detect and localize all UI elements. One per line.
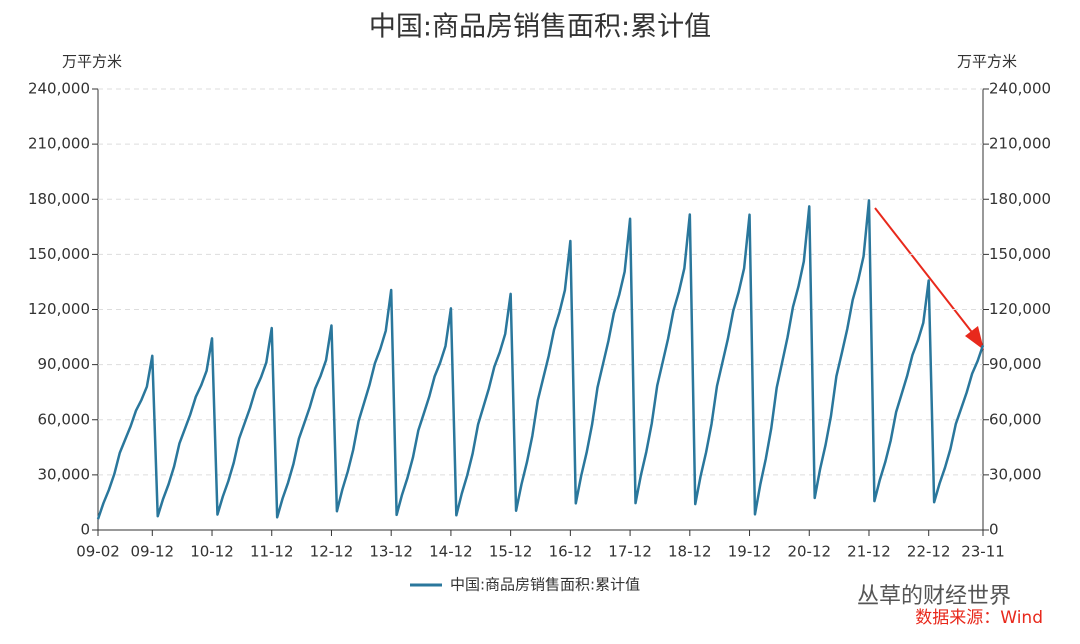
y2-tick-label: 150,000 (989, 245, 1051, 263)
chart-title: 中国:商品房销售面积:累计值 (369, 12, 711, 43)
x-tick-label: 12-12 (310, 543, 354, 561)
y-tick-label: 0 (80, 521, 90, 539)
y2-tick-label: 90,000 (989, 355, 1042, 373)
x-tick-label: 15-12 (489, 543, 533, 561)
x-tick-label: 20-12 (787, 543, 831, 561)
x-tick-label: 19-12 (728, 543, 772, 561)
y-tick-label: 210,000 (28, 135, 90, 153)
y-tick-label: 120,000 (28, 300, 90, 318)
y-tick-label: 30,000 (38, 465, 91, 483)
y2-tick-label: 30,000 (989, 465, 1042, 483)
y-axis-label: 万平方米 (62, 53, 122, 71)
x-tick-label: 17-12 (608, 543, 652, 561)
y2-tick-label: 180,000 (989, 190, 1051, 208)
y2-tick-label: 210,000 (989, 135, 1051, 153)
y-tick-label: 150,000 (28, 245, 90, 263)
legend-label: 中国:商品房销售面积:累计值 (450, 576, 640, 594)
y2-tick-label: 0 (989, 521, 999, 539)
y-tick-label: 60,000 (38, 410, 91, 428)
x-tick-label: 09-12 (130, 543, 174, 561)
x-tick-label: 14-12 (429, 543, 473, 561)
source: 数据来源：Wind (915, 608, 1043, 628)
x-tick-label: 16-12 (549, 543, 593, 561)
y2-tick-label: 120,000 (989, 300, 1051, 318)
series-line (96, 199, 985, 520)
x-tick-label: 09-02 (76, 543, 120, 561)
x-tick-label: 18-12 (668, 543, 712, 561)
y-tick-label: 90,000 (38, 355, 91, 373)
y2-axis-label: 万平方米 (957, 53, 1017, 71)
y2-tick-label: 60,000 (989, 410, 1042, 428)
x-tick-label: 10-12 (190, 543, 234, 561)
x-tick-label: 21-12 (847, 543, 891, 561)
arrow-head (965, 326, 984, 350)
x-tick-label: 23-11 (961, 543, 1005, 561)
x-tick-label: 11-12 (250, 543, 294, 561)
watermark: 丛草的财经世界 (857, 584, 1011, 609)
x-tick-label: 13-12 (369, 543, 413, 561)
x-tick-label: 22-12 (907, 543, 951, 561)
y-tick-label: 240,000 (28, 80, 90, 98)
arrow (874, 207, 979, 341)
y-tick-label: 180,000 (28, 190, 90, 208)
y2-tick-label: 240,000 (989, 80, 1051, 98)
